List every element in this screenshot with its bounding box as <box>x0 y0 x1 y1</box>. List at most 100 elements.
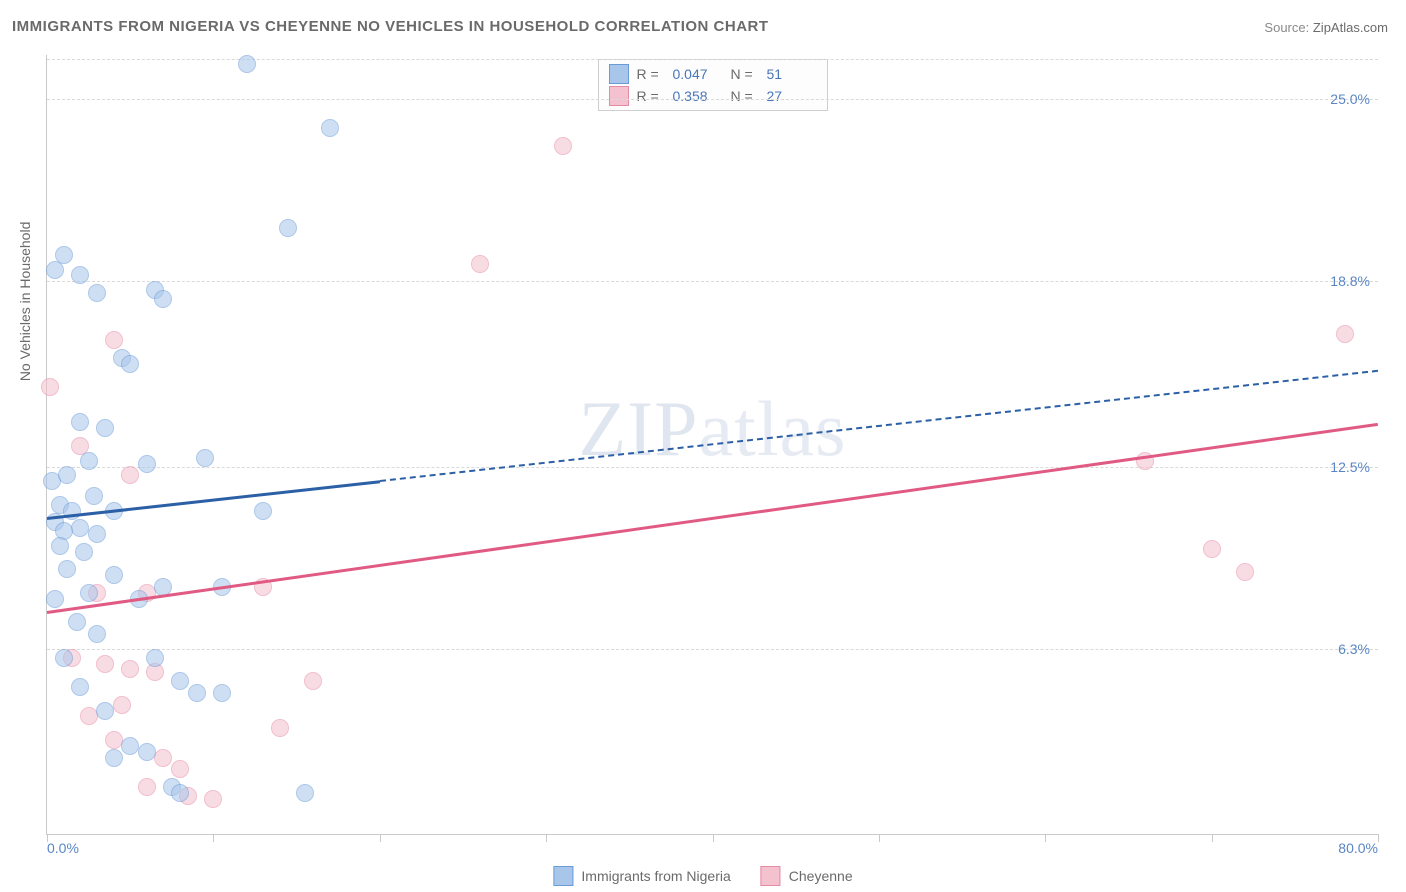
point-nigeria <box>71 413 89 431</box>
point-cheyenne <box>1336 325 1354 343</box>
x-tick <box>713 834 714 842</box>
legend-item-cheyenne: Cheyenne <box>761 866 853 886</box>
point-nigeria <box>88 525 106 543</box>
x-tick <box>879 834 880 842</box>
point-nigeria <box>279 219 297 237</box>
point-nigeria <box>80 584 98 602</box>
gridline <box>47 649 1378 650</box>
source-label: Source: <box>1264 20 1309 35</box>
point-cheyenne <box>105 331 123 349</box>
legend-label-cheyenne: Cheyenne <box>789 868 853 884</box>
x-tick <box>380 834 381 842</box>
point-cheyenne <box>471 255 489 273</box>
point-cheyenne <box>154 749 172 767</box>
point-nigeria <box>146 649 164 667</box>
x-tick <box>546 834 547 842</box>
point-nigeria <box>188 684 206 702</box>
chart-title: IMMIGRANTS FROM NIGERIA VS CHEYENNE NO V… <box>12 18 769 35</box>
point-cheyenne <box>80 707 98 725</box>
legend-label-nigeria: Immigrants from Nigeria <box>581 868 730 884</box>
r-value-b: 0.358 <box>673 88 723 104</box>
point-nigeria <box>154 290 172 308</box>
point-nigeria <box>121 737 139 755</box>
point-nigeria <box>58 466 76 484</box>
point-nigeria <box>46 590 64 608</box>
r-value-a: 0.047 <box>673 66 723 82</box>
point-nigeria <box>138 743 156 761</box>
legend-row-b: R = 0.358 N = 27 <box>609 86 817 106</box>
point-nigeria <box>71 519 89 537</box>
r-label: R = <box>637 88 665 104</box>
point-cheyenne <box>121 466 139 484</box>
legend-item-nigeria: Immigrants from Nigeria <box>553 866 730 886</box>
point-cheyenne <box>171 760 189 778</box>
swatch-cheyenne <box>761 866 781 886</box>
n-label: N = <box>731 88 759 104</box>
x-tick <box>1212 834 1213 842</box>
point-nigeria <box>88 284 106 302</box>
point-nigeria <box>254 502 272 520</box>
x-tick <box>1378 834 1379 842</box>
point-nigeria <box>296 784 314 802</box>
x-tick <box>213 834 214 842</box>
point-cheyenne <box>271 719 289 737</box>
point-nigeria <box>213 684 231 702</box>
point-nigeria <box>55 649 73 667</box>
point-nigeria <box>105 749 123 767</box>
point-nigeria <box>51 537 69 555</box>
point-cheyenne <box>304 672 322 690</box>
watermark: ZIPatlas <box>579 384 847 474</box>
point-nigeria <box>121 355 139 373</box>
swatch-nigeria <box>553 866 573 886</box>
point-nigeria <box>196 449 214 467</box>
x-tick-label: 80.0% <box>1338 840 1378 856</box>
source-attribution: Source: ZipAtlas.com <box>1264 20 1388 35</box>
point-cheyenne <box>41 378 59 396</box>
point-nigeria <box>80 452 98 470</box>
y-tick-label: 18.8% <box>1330 273 1370 289</box>
y-tick-label: 12.5% <box>1330 459 1370 475</box>
n-value-a: 51 <box>767 66 817 82</box>
y-tick-label: 6.3% <box>1338 641 1370 657</box>
scatter-plot: No Vehicles in Household ZIPatlas R = 0.… <box>46 55 1378 835</box>
legend-row-a: R = 0.047 N = 51 <box>609 64 817 84</box>
x-tick <box>1045 834 1046 842</box>
point-nigeria <box>105 566 123 584</box>
point-nigeria <box>75 543 93 561</box>
point-cheyenne <box>1203 540 1221 558</box>
point-cheyenne <box>554 137 572 155</box>
point-cheyenne <box>96 655 114 673</box>
n-value-b: 27 <box>767 88 817 104</box>
swatch-cheyenne <box>609 86 629 106</box>
n-label: N = <box>731 66 759 82</box>
point-cheyenne <box>113 696 131 714</box>
swatch-nigeria <box>609 64 629 84</box>
point-nigeria <box>85 487 103 505</box>
point-nigeria <box>138 455 156 473</box>
y-axis-label: No Vehicles in Household <box>17 221 33 381</box>
x-tick-label: 0.0% <box>47 840 79 856</box>
point-nigeria <box>46 261 64 279</box>
point-nigeria <box>96 419 114 437</box>
series-legend: Immigrants from Nigeria Cheyenne <box>553 866 852 886</box>
point-nigeria <box>71 678 89 696</box>
gridline <box>47 99 1378 100</box>
point-nigeria <box>58 560 76 578</box>
point-nigeria <box>88 625 106 643</box>
r-label: R = <box>637 66 665 82</box>
point-nigeria <box>71 266 89 284</box>
point-cheyenne <box>1236 563 1254 581</box>
point-cheyenne <box>204 790 222 808</box>
point-cheyenne <box>105 731 123 749</box>
point-cheyenne <box>121 660 139 678</box>
source-value: ZipAtlas.com <box>1313 20 1388 35</box>
point-cheyenne <box>138 778 156 796</box>
gridline <box>47 467 1378 468</box>
correlation-legend: R = 0.047 N = 51 R = 0.358 N = 27 <box>598 59 828 111</box>
point-nigeria <box>171 784 189 802</box>
point-nigeria <box>321 119 339 137</box>
trend-nigeria-dashed <box>380 370 1378 482</box>
point-nigeria <box>171 672 189 690</box>
trend-cheyenne-solid <box>47 422 1378 613</box>
y-tick-label: 25.0% <box>1330 91 1370 107</box>
